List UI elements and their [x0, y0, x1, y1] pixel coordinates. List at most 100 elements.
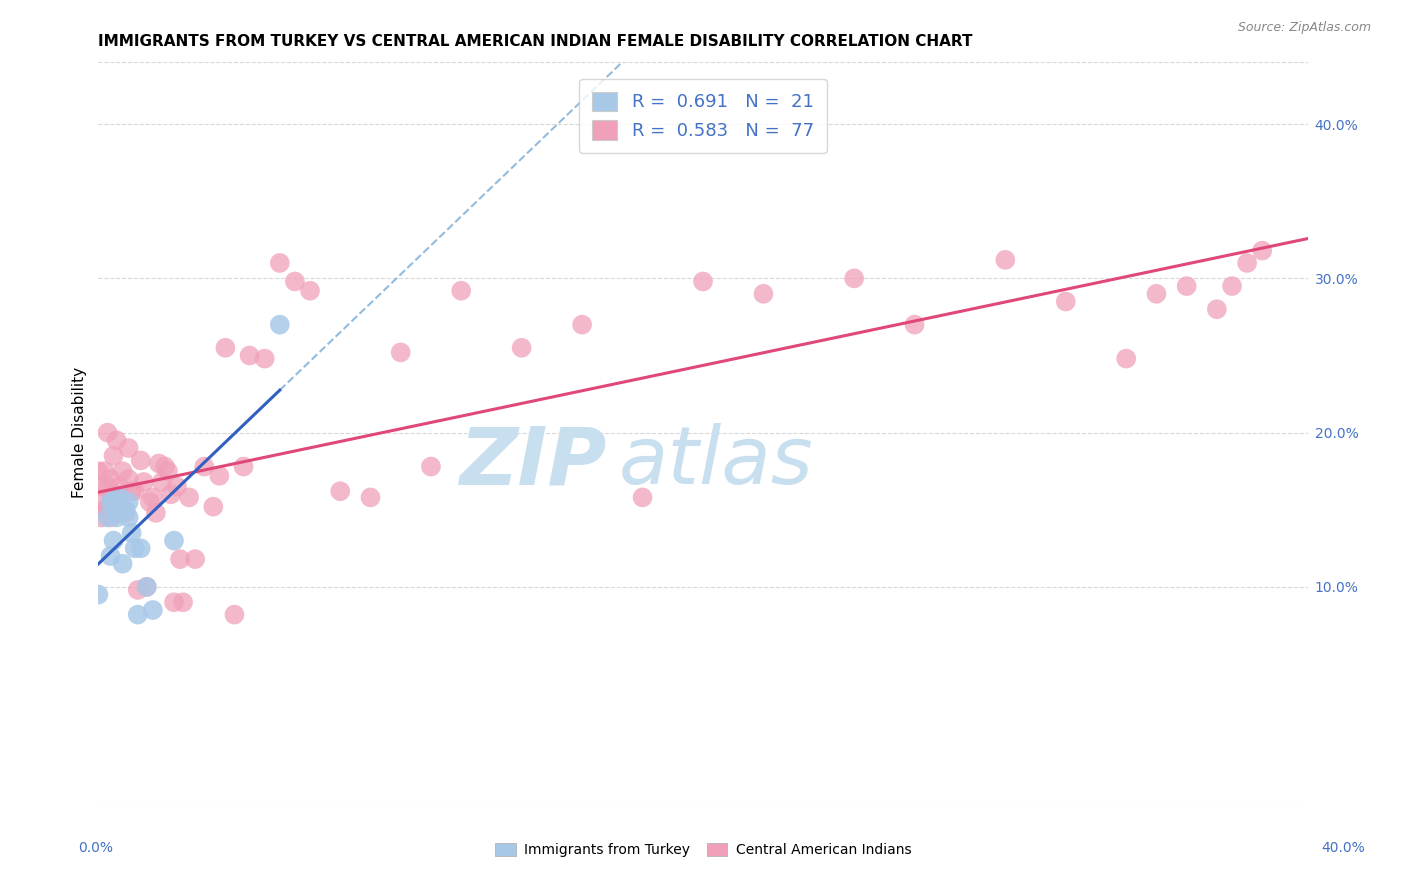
Text: 0.0%: 0.0%	[79, 841, 112, 855]
Point	[752, 286, 775, 301]
Point	[124, 541, 146, 556]
Point	[93, 502, 115, 516]
Point	[214, 341, 236, 355]
Point	[166, 480, 188, 494]
Point	[108, 480, 131, 494]
Point	[239, 349, 262, 363]
Point	[142, 603, 165, 617]
Point	[148, 457, 170, 471]
Point	[692, 275, 714, 289]
Point	[100, 495, 122, 509]
Legend: R =  0.691   N =  21, R =  0.583   N =  77: R = 0.691 N = 21, R = 0.583 N = 77	[579, 78, 827, 153]
Point	[156, 464, 179, 478]
Point	[108, 491, 131, 505]
Point	[105, 506, 128, 520]
Point	[111, 464, 134, 478]
Point	[111, 557, 134, 571]
Point	[118, 472, 141, 486]
Point	[160, 487, 183, 501]
Point	[114, 502, 136, 516]
Point	[118, 510, 141, 524]
Point	[631, 491, 654, 505]
Point	[105, 434, 128, 448]
Point	[1206, 302, 1229, 317]
Point	[269, 256, 291, 270]
Point	[1115, 351, 1137, 366]
Point	[1220, 279, 1243, 293]
Point	[269, 318, 291, 332]
Point	[360, 491, 382, 505]
Point	[96, 502, 118, 516]
Point	[121, 484, 143, 499]
Point	[129, 453, 152, 467]
Point	[420, 459, 443, 474]
Point	[96, 425, 118, 440]
Text: IMMIGRANTS FROM TURKEY VS CENTRAL AMERICAN INDIAN FEMALE DISABILITY CORRELATION : IMMIGRANTS FROM TURKEY VS CENTRAL AMERIC…	[98, 34, 973, 49]
Point	[90, 510, 112, 524]
Point	[510, 341, 533, 355]
Point	[172, 595, 194, 609]
Point	[87, 464, 110, 478]
Point	[571, 318, 593, 332]
Point	[96, 480, 118, 494]
Point	[1236, 256, 1258, 270]
Point	[139, 495, 162, 509]
Point	[450, 284, 472, 298]
Point	[105, 491, 128, 505]
Point	[202, 500, 225, 514]
Point	[135, 580, 157, 594]
Point	[132, 475, 155, 489]
Point	[90, 480, 112, 494]
Point	[153, 459, 176, 474]
Point	[87, 588, 110, 602]
Text: Source: ZipAtlas.com: Source: ZipAtlas.com	[1237, 21, 1371, 34]
Point	[389, 345, 412, 359]
Text: ZIP: ZIP	[458, 423, 606, 501]
Point	[93, 464, 115, 478]
Point	[169, 552, 191, 566]
Point	[844, 271, 866, 285]
Point	[1054, 294, 1077, 309]
Y-axis label: Female Disability: Female Disability	[72, 367, 87, 499]
Text: atlas: atlas	[619, 423, 813, 501]
Point	[103, 495, 125, 509]
Point	[127, 607, 149, 622]
Point	[224, 607, 246, 622]
Point	[208, 468, 231, 483]
Point	[163, 595, 186, 609]
Point	[135, 580, 157, 594]
Point	[103, 502, 125, 516]
Point	[100, 549, 122, 563]
Point	[118, 441, 141, 455]
Point	[108, 491, 131, 505]
Point	[184, 552, 207, 566]
Point	[142, 491, 165, 505]
Point	[1175, 279, 1198, 293]
Point	[145, 506, 167, 520]
Point	[284, 275, 307, 289]
Point	[103, 487, 125, 501]
Point	[179, 491, 201, 505]
Legend: Immigrants from Turkey, Central American Indians: Immigrants from Turkey, Central American…	[489, 838, 917, 863]
Point	[994, 252, 1017, 267]
Point	[100, 472, 122, 486]
Point	[103, 533, 125, 548]
Point	[253, 351, 276, 366]
Point	[100, 495, 122, 509]
Point	[114, 506, 136, 520]
Point	[124, 484, 146, 499]
Point	[96, 510, 118, 524]
Point	[105, 495, 128, 509]
Point	[111, 502, 134, 516]
Point	[100, 510, 122, 524]
Point	[129, 541, 152, 556]
Point	[121, 525, 143, 540]
Point	[193, 459, 215, 474]
Point	[127, 582, 149, 597]
Point	[103, 449, 125, 463]
Point	[904, 318, 927, 332]
Point	[163, 533, 186, 548]
Point	[118, 495, 141, 509]
Text: 40.0%: 40.0%	[1320, 841, 1365, 855]
Point	[87, 495, 110, 509]
